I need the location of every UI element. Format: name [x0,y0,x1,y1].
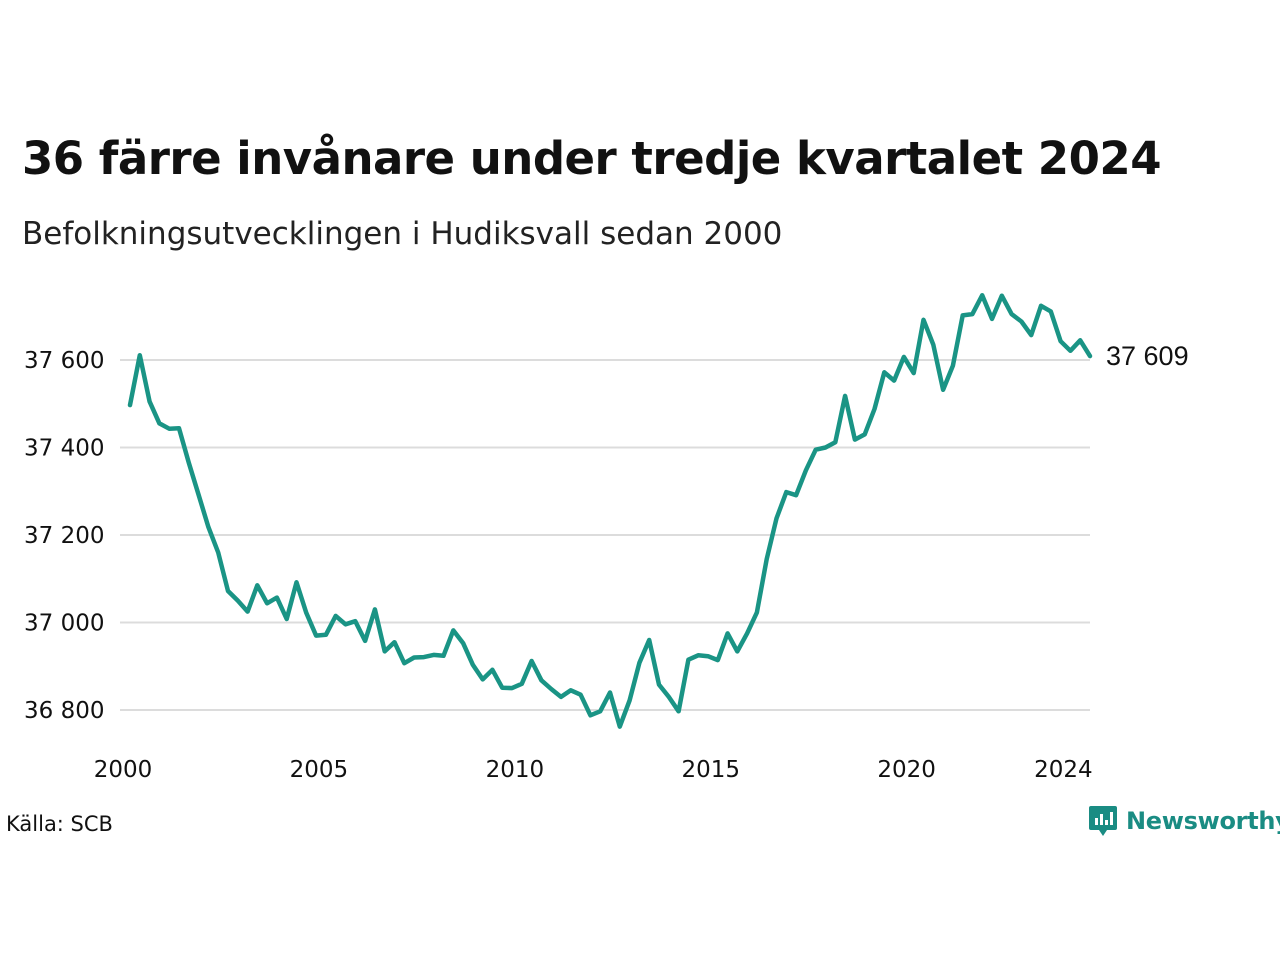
newsworthy-logo-icon [1089,806,1117,836]
x-tick-label: 2015 [681,757,740,783]
y-axis-ticks: 36 800 37 000 37 200 37 400 37 600 [24,348,104,724]
brand-name: Newsworthy [1126,807,1280,835]
x-tick-label: 2010 [486,757,545,783]
gridlines [120,359,1090,711]
x-tick-label: 2005 [290,757,349,783]
end-label-group: 37 609 [1106,341,1189,371]
brand-logo[interactable]: Newsworthy [1088,804,1280,838]
source-note: Källa: SCB [6,812,113,836]
series-group [127,293,1093,729]
x-tick-label: 2024 [1034,757,1093,783]
end-value-label: 37 609 [1106,341,1189,371]
x-axis-ticks: 2000 2005 2010 2015 2020 2024 [94,757,1093,783]
series-line [127,293,1093,729]
y-tick-label: 37 400 [24,436,104,462]
y-tick-label: 37 200 [24,523,104,549]
chart-subtitle: Befolkningsutvecklingen i Hudiksvall sed… [22,216,783,252]
x-tick-label: 2020 [877,757,936,783]
x-tick-label: 2000 [94,757,153,783]
y-tick-label: 37 600 [24,348,104,374]
y-tick-label: 37 000 [24,611,104,637]
chart-title: 36 färre invånare under tredje kvartalet… [22,132,1162,185]
y-tick-label: 36 800 [24,698,104,724]
